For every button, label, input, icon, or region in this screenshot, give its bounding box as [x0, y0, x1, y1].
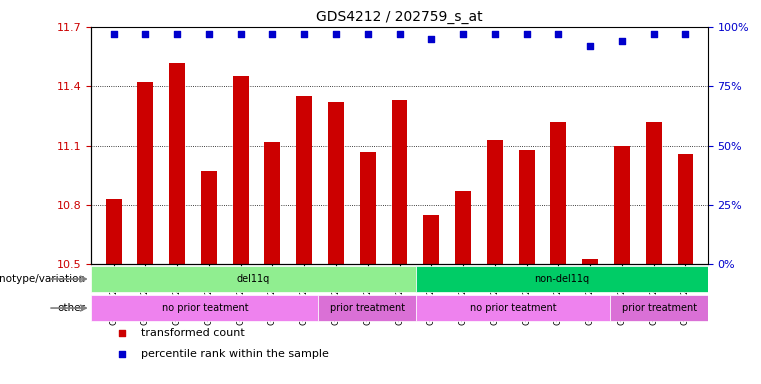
Text: other: other — [57, 303, 85, 313]
Bar — [582, 258, 598, 265]
FancyBboxPatch shape — [91, 295, 318, 321]
Point — [202, 31, 215, 37]
Bar — [550, 122, 566, 265]
Bar — [646, 122, 661, 265]
Text: prior treatment: prior treatment — [622, 303, 696, 313]
Point — [171, 31, 183, 37]
Point — [107, 31, 119, 37]
Bar — [614, 146, 630, 265]
FancyBboxPatch shape — [91, 266, 416, 292]
Text: transformed count: transformed count — [141, 328, 244, 338]
Text: non-del11q: non-del11q — [534, 274, 589, 284]
Bar — [296, 96, 312, 265]
Point — [393, 31, 406, 37]
Bar — [455, 191, 471, 265]
Bar — [360, 152, 376, 265]
Point — [648, 31, 660, 37]
FancyBboxPatch shape — [416, 295, 610, 321]
Text: prior treatment: prior treatment — [330, 303, 405, 313]
Point — [266, 31, 279, 37]
Bar — [265, 142, 280, 265]
Bar — [519, 150, 534, 265]
Bar — [487, 140, 503, 265]
Point — [552, 31, 565, 37]
Bar — [106, 199, 122, 265]
Bar — [328, 102, 344, 265]
Point — [425, 36, 438, 42]
Point — [330, 31, 342, 37]
Bar — [138, 82, 153, 265]
Point — [616, 38, 628, 44]
Text: no prior teatment: no prior teatment — [161, 303, 248, 313]
FancyBboxPatch shape — [318, 295, 416, 321]
Text: del11q: del11q — [237, 274, 270, 284]
Bar — [677, 154, 693, 265]
Bar — [392, 100, 407, 265]
Point — [139, 31, 151, 37]
Point — [489, 31, 501, 37]
Point — [584, 43, 597, 49]
Point — [521, 31, 533, 37]
Point — [673, 53, 686, 59]
Bar — [233, 76, 249, 265]
Point — [298, 31, 310, 37]
Bar — [201, 171, 217, 265]
Point — [673, 245, 686, 251]
Text: percentile rank within the sample: percentile rank within the sample — [141, 349, 329, 359]
Point — [234, 31, 247, 37]
Title: GDS4212 / 202759_s_at: GDS4212 / 202759_s_at — [317, 10, 482, 25]
Point — [457, 31, 470, 37]
Text: no prior teatment: no prior teatment — [470, 303, 556, 313]
Bar — [423, 215, 439, 265]
Text: genotype/variation: genotype/variation — [0, 274, 85, 284]
Point — [361, 31, 374, 37]
Point — [680, 31, 692, 37]
Bar — [169, 63, 185, 265]
FancyBboxPatch shape — [610, 295, 708, 321]
FancyBboxPatch shape — [416, 266, 708, 292]
